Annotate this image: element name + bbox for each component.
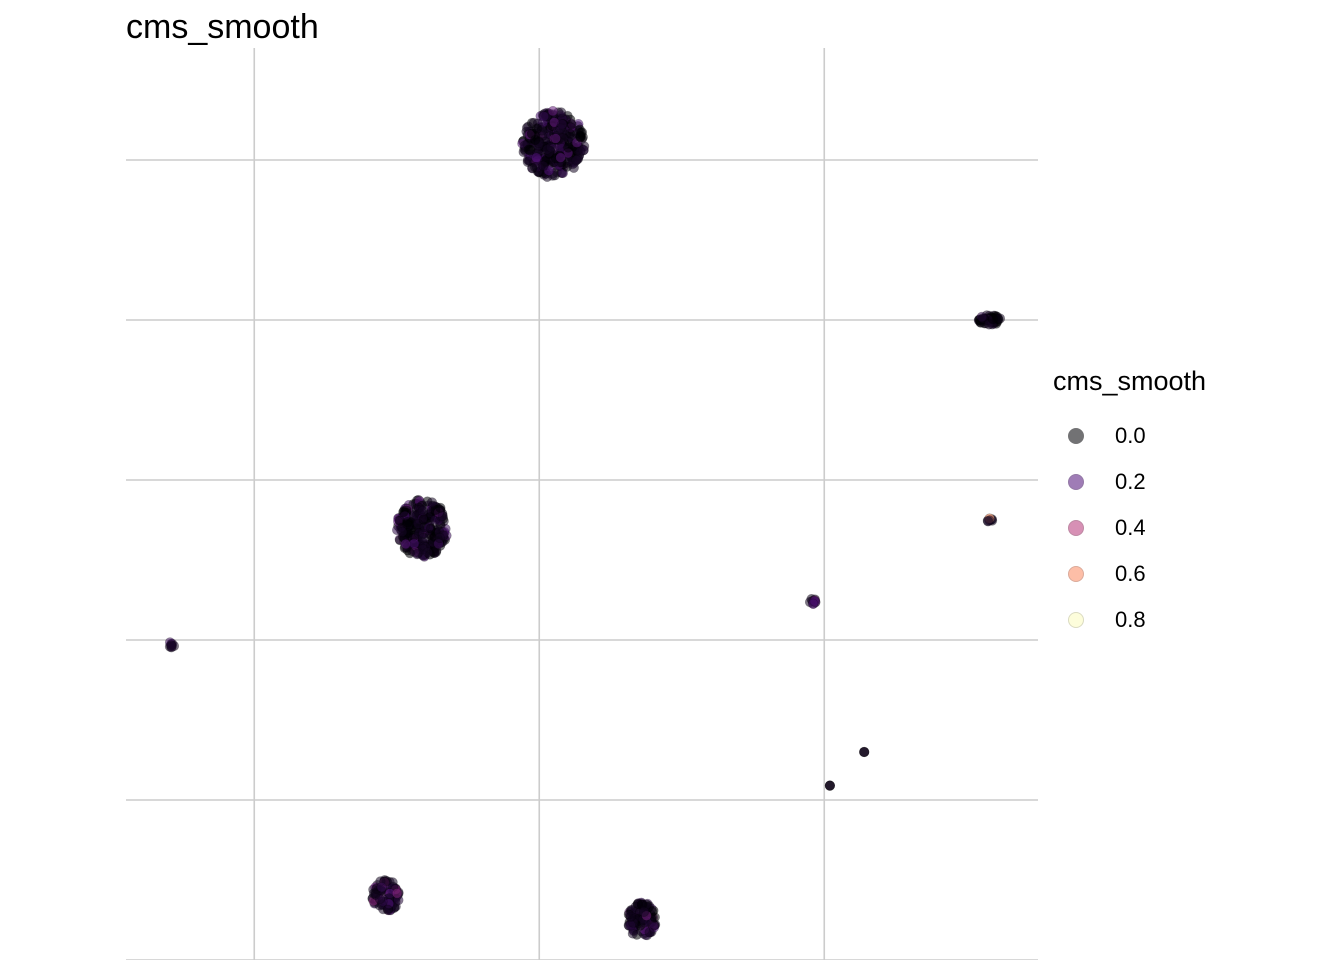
- grid-lines: [126, 48, 1038, 960]
- legend-key-1: [1068, 474, 1084, 490]
- data-point-570: [402, 516, 413, 528]
- data-point-311: [555, 152, 566, 163]
- data-point-283: [563, 142, 574, 153]
- data-point-579: [437, 510, 448, 522]
- data-point-555: [426, 497, 438, 508]
- data-point-761: [649, 912, 660, 923]
- data-point-286: [547, 105, 559, 117]
- data-point-809: [987, 313, 999, 325]
- data-point-841: [824, 780, 836, 791]
- data-point-765: [625, 911, 636, 922]
- data-point-576: [412, 548, 423, 560]
- data-point-318: [530, 134, 541, 146]
- legend-item-2: 0.4: [1053, 505, 1206, 551]
- data-point-296: [523, 144, 534, 155]
- data-point-668: [376, 882, 387, 893]
- data-point-316: [538, 160, 549, 171]
- data-point-307: [571, 155, 582, 166]
- legend-item-4: 0.8: [1053, 597, 1206, 643]
- data-point-299: [527, 163, 538, 174]
- data-point-838: [859, 746, 870, 758]
- data-point-556: [397, 526, 408, 538]
- data-point-572: [400, 538, 411, 550]
- legend-label-3: 0.6: [1115, 561, 1146, 586]
- data-point-319: [531, 123, 543, 134]
- data-point-303: [538, 111, 550, 122]
- data-point-313: [545, 142, 557, 153]
- data-point-315: [550, 133, 561, 144]
- legend-label-0: 0.0: [1115, 423, 1146, 448]
- data-point-817: [982, 516, 994, 527]
- data-point-827: [808, 598, 819, 609]
- legend-label-2: 0.4: [1115, 515, 1146, 540]
- data-point-563: [422, 547, 433, 558]
- data-point-763: [632, 898, 643, 910]
- data-point-302: [556, 119, 568, 130]
- data-point-274: [531, 152, 542, 163]
- data-point-657: [392, 888, 403, 899]
- data-point-566: [418, 514, 429, 525]
- legend-item-1: 0.2: [1053, 459, 1206, 505]
- data-point-578: [434, 532, 446, 544]
- data-point-525: [398, 506, 409, 518]
- data-point-755: [644, 927, 655, 938]
- legend-title: cms_smooth: [1053, 366, 1207, 396]
- legend-item-0: 0.0: [1053, 413, 1206, 459]
- legend-items: 0.0 0.2 0.4 0.6 0.8: [1053, 413, 1206, 643]
- data-point-769: [638, 906, 650, 918]
- legend-key-2: [1068, 520, 1084, 536]
- data-point-577: [417, 505, 428, 517]
- data-point-314: [576, 127, 588, 138]
- data-point-663: [382, 904, 394, 916]
- legend-label-4: 0.8: [1115, 607, 1146, 632]
- chart-title: cms_smooth: [126, 8, 319, 46]
- legend-label-1: 0.2: [1115, 469, 1146, 494]
- data-point-669: [370, 889, 381, 900]
- data-point-835: [166, 640, 177, 651]
- legend-key-3: [1068, 566, 1084, 582]
- legend-key-0: [1068, 428, 1084, 444]
- data-point-249: [556, 107, 567, 118]
- data-point-573: [418, 532, 429, 544]
- data-point-806: [977, 313, 989, 324]
- legend-item-3: 0.6: [1053, 551, 1206, 597]
- legend-key-4: [1068, 612, 1084, 628]
- color-legend: cms_smooth 0.0 0.2 0.4 0.6 0.8: [1053, 366, 1206, 643]
- data-points: [164, 105, 1006, 941]
- data-point-289: [566, 119, 577, 130]
